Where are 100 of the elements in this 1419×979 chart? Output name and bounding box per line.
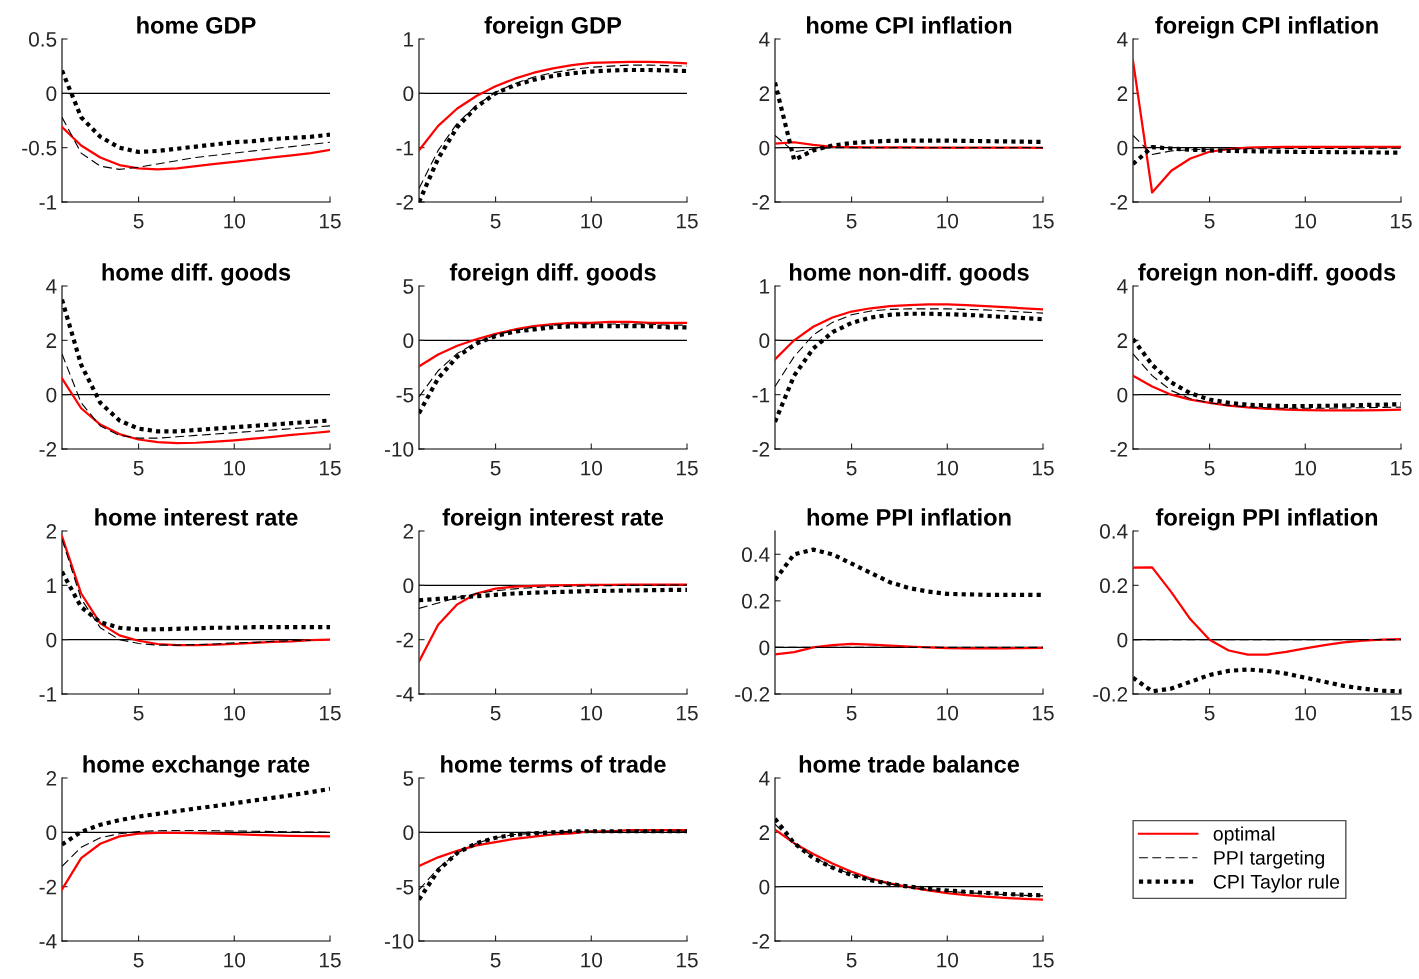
x-tick-label: 15 xyxy=(677,705,698,721)
y-tick-label: 2 xyxy=(759,86,770,101)
y-tick-label: 0.4 xyxy=(1099,524,1128,539)
y-tick-label: -5 xyxy=(396,879,414,895)
legend-label: PPI targeting xyxy=(1214,850,1324,869)
y-tick-label: -2 xyxy=(396,632,414,648)
y-tick-label: 1 xyxy=(47,578,57,593)
legend-label: optimal xyxy=(1213,826,1275,845)
y-tick-label: -10 xyxy=(384,934,414,949)
y-tick-label: 0.2 xyxy=(1099,578,1128,594)
chart-title: foreign diff. goods xyxy=(449,263,656,286)
y-tick-label: 4 xyxy=(1117,279,1128,294)
x-tick-label: 10 xyxy=(581,460,603,476)
y-tick-label: 0.2 xyxy=(741,593,770,609)
y-tick-label: -2 xyxy=(752,442,770,457)
x-tick-label: 15 xyxy=(320,952,341,968)
y-tick-label: 5 xyxy=(403,771,414,786)
y-tick-label: 0 xyxy=(46,825,57,841)
y-tick-label: -2 xyxy=(1110,195,1128,210)
y-tick-label: 4 xyxy=(1117,32,1128,47)
x-tick-label: 10 xyxy=(224,213,246,229)
x-tick-label: 5 xyxy=(133,460,144,476)
x-tick-label: 10 xyxy=(581,952,603,968)
y-tick-label: 2 xyxy=(46,771,57,786)
y-tick-label: 1 xyxy=(760,279,770,294)
x-tick-label: 10 xyxy=(224,460,246,476)
y-tick-label: -1 xyxy=(39,195,57,210)
y-tick-label: -0.5 xyxy=(22,140,57,156)
y-tick-label: 2 xyxy=(759,825,770,840)
y-tick-label: -4 xyxy=(396,687,414,702)
y-tick-label: -0.2 xyxy=(1093,687,1128,702)
x-tick-label: 15 xyxy=(1033,705,1054,721)
x-tick-label: 10 xyxy=(1295,213,1317,229)
x-tick-label: 15 xyxy=(320,460,341,476)
y-tick-label: 0 xyxy=(1117,387,1128,403)
x-tick-label: 15 xyxy=(320,213,341,229)
y-tick-label: 4 xyxy=(46,279,57,294)
x-tick-label: 15 xyxy=(677,952,698,968)
x-tick-label: 5 xyxy=(133,952,144,968)
chart-title: home diff. goods xyxy=(102,263,291,286)
y-tick-label: 2 xyxy=(1117,333,1128,348)
y-tick-label: 0 xyxy=(403,86,414,102)
chart-title: foreign GDP xyxy=(484,16,622,39)
y-tick-label: -2 xyxy=(396,195,414,210)
x-tick-label: 10 xyxy=(937,705,959,721)
x-tick-label: 10 xyxy=(224,705,246,721)
y-tick-label: 4 xyxy=(759,32,770,47)
chart-title: home non-diff. goods xyxy=(790,263,1029,286)
x-tick-label: 5 xyxy=(1204,705,1215,721)
x-tick-label: 10 xyxy=(937,460,959,476)
x-tick-label: 15 xyxy=(1033,460,1054,476)
y-tick-label: -2 xyxy=(39,879,57,895)
y-tick-label: -2 xyxy=(39,442,57,457)
y-tick-label: -4 xyxy=(39,934,57,949)
y-tick-label: 5 xyxy=(403,279,414,294)
y-tick-label: 0 xyxy=(759,640,770,656)
y-tick-label: 4 xyxy=(759,771,770,786)
x-tick-label: 5 xyxy=(846,952,857,968)
y-tick-label: 2 xyxy=(46,333,57,348)
x-tick-label: 10 xyxy=(937,952,959,968)
y-tick-label: -0.2 xyxy=(735,687,770,702)
chart-title: home GDP xyxy=(137,16,256,34)
x-tick-label: 10 xyxy=(581,213,603,229)
x-tick-label: 15 xyxy=(1033,952,1054,968)
x-tick-label: 5 xyxy=(490,705,501,721)
y-tick-label: 0 xyxy=(403,333,414,349)
x-tick-label: 5 xyxy=(846,705,857,721)
chart-title: foreign interest rate xyxy=(442,508,664,531)
chart-title: foreign PPI inflation xyxy=(1155,508,1378,531)
x-tick-label: 10 xyxy=(1295,460,1317,476)
y-tick-label: 2 xyxy=(403,524,414,539)
x-tick-label: 5 xyxy=(490,952,501,968)
x-tick-label: 15 xyxy=(1391,705,1412,721)
chart-title: home CPI inflation xyxy=(807,16,1012,34)
chart-title: home interest rate xyxy=(95,508,298,526)
y-tick-label: 0 xyxy=(1117,632,1128,648)
y-tick-label: 2 xyxy=(46,524,57,539)
x-tick-label: 10 xyxy=(581,705,603,721)
x-tick-label: 15 xyxy=(677,460,698,476)
y-tick-label: 2 xyxy=(1117,86,1128,101)
y-tick-label: -1 xyxy=(396,140,414,156)
y-tick-label: -2 xyxy=(1110,442,1128,457)
y-tick-label: 0 xyxy=(46,86,57,102)
chart-title: home PPI inflation xyxy=(807,508,1011,526)
y-tick-label: 0 xyxy=(759,140,770,156)
y-tick-label: 0 xyxy=(403,825,414,841)
x-tick-label: 15 xyxy=(1391,460,1412,476)
x-tick-label: 5 xyxy=(1204,213,1215,229)
chart-title: home terms of trade xyxy=(441,755,666,773)
chart-title: foreign non-diff. goods xyxy=(1138,263,1396,286)
y-tick-label: 0.4 xyxy=(741,547,770,563)
x-tick-label: 5 xyxy=(1204,460,1215,476)
x-tick-label: 10 xyxy=(937,213,959,229)
x-tick-label: 15 xyxy=(320,705,341,721)
x-tick-label: 10 xyxy=(1295,705,1317,721)
y-tick-label: -1 xyxy=(39,687,57,702)
y-tick-label: -2 xyxy=(752,195,770,210)
x-tick-label: 5 xyxy=(490,213,501,229)
chart-title: home exchange rate xyxy=(83,755,310,778)
y-tick-label: -2 xyxy=(752,934,770,949)
